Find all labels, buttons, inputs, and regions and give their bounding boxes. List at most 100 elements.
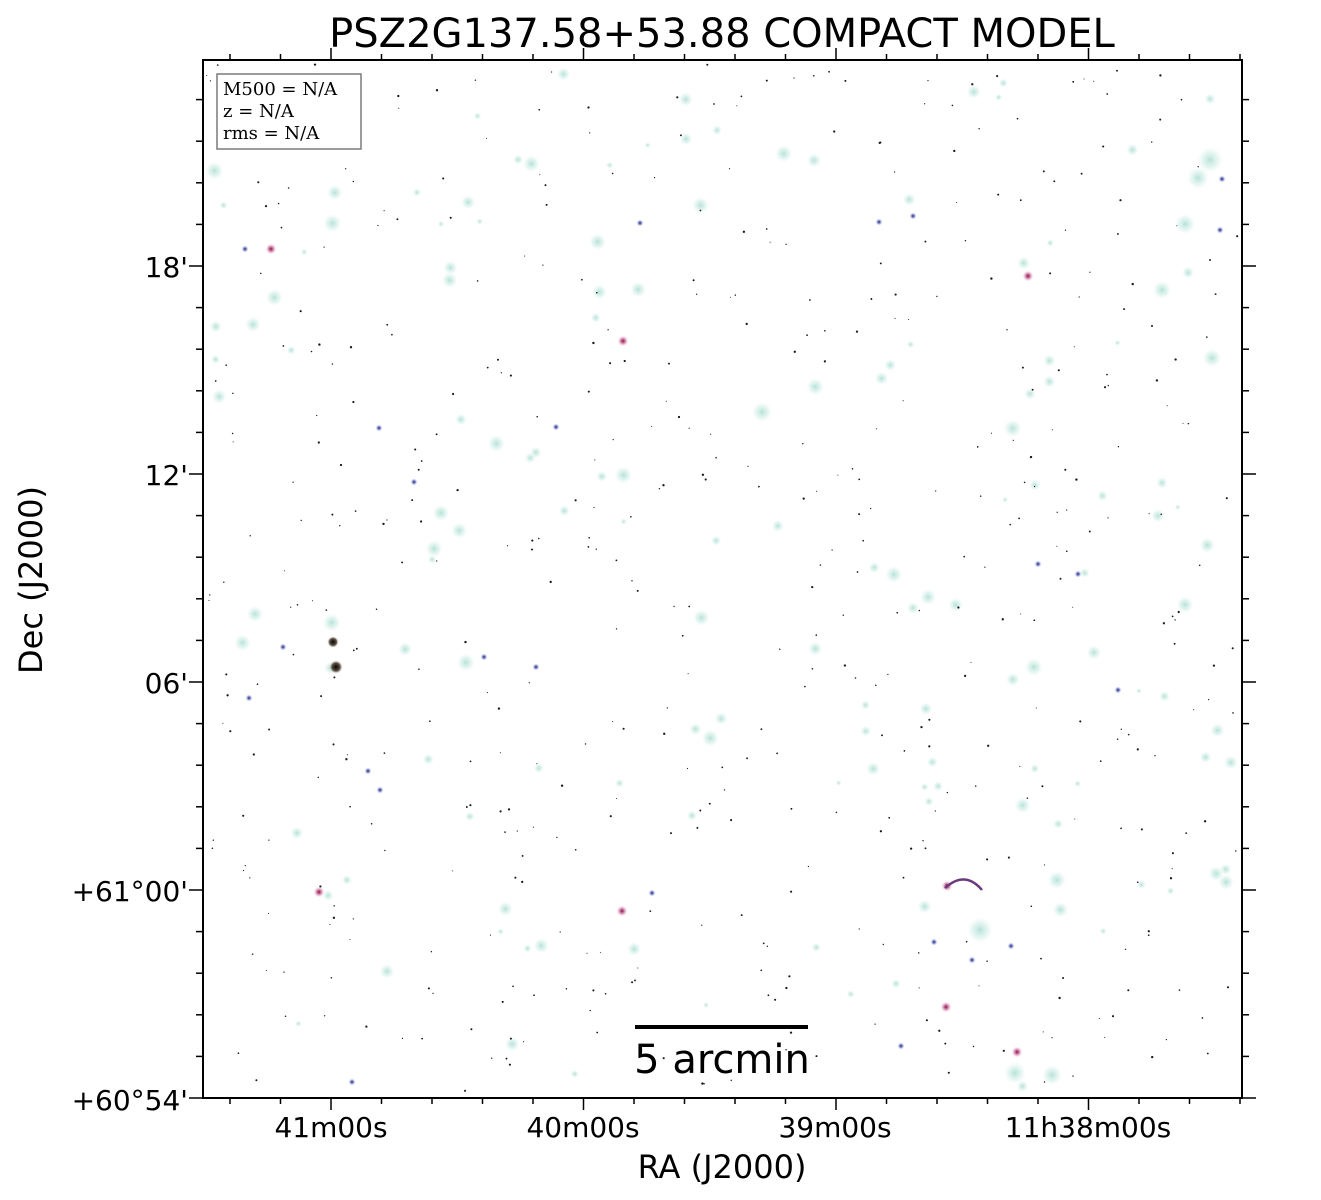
noise-dot	[354, 510, 357, 512]
noise-dot	[1225, 497, 1228, 500]
noise-dot	[427, 987, 430, 990]
noise-dot	[599, 951, 601, 953]
noise-dot	[501, 1000, 504, 1003]
noise-dot	[1197, 166, 1199, 168]
noise-dot	[523, 1041, 525, 1043]
noise-dot	[1043, 864, 1046, 866]
noise-dot	[1206, 1052, 1209, 1055]
info-redshift: z = N/A	[223, 101, 295, 122]
x-tick-label: 39m00s	[778, 1111, 891, 1144]
noise-dot	[352, 918, 354, 920]
noise-dot	[1154, 755, 1156, 757]
noise-dot	[1198, 564, 1201, 567]
noise-dot	[514, 876, 517, 879]
faint-source	[1136, 879, 1147, 890]
noise-dot	[386, 323, 389, 326]
faint-source	[1028, 479, 1041, 492]
noise-dot	[232, 392, 234, 395]
noise-dot	[855, 330, 859, 333]
faint-source	[1135, 687, 1142, 694]
noise-dot	[874, 1023, 876, 1025]
noise-dot	[255, 1079, 258, 1082]
noise-dot	[734, 294, 737, 296]
noise-dot	[963, 555, 966, 558]
noise-dot	[778, 648, 781, 650]
noise-dot	[612, 438, 614, 441]
noise-dot	[696, 826, 699, 829]
faint-source	[702, 1001, 710, 1009]
noise-dot	[469, 760, 472, 763]
noise-dot	[631, 580, 633, 582]
noise-dot	[465, 806, 468, 808]
noise-dot	[951, 104, 954, 107]
y-tick-label: 06'	[145, 667, 188, 700]
noise-dot	[560, 784, 564, 787]
noise-dot	[268, 839, 270, 841]
noise-dot	[637, 967, 639, 969]
noise-dot	[670, 832, 672, 835]
noise-dot	[212, 839, 215, 841]
noise-dot	[668, 362, 670, 365]
noise-dot	[1185, 832, 1188, 834]
faint-source	[1223, 754, 1239, 771]
noise-dot	[1002, 1049, 1005, 1052]
bright-source	[265, 243, 277, 255]
noise-dot	[936, 295, 938, 298]
noise-dot	[391, 333, 393, 336]
noise-dot	[316, 414, 318, 417]
noise-dot	[704, 478, 707, 481]
noise-dot	[1212, 664, 1216, 667]
noise-dot	[858, 928, 860, 930]
noise-dot	[721, 766, 724, 769]
compact-source	[375, 424, 383, 432]
noise-dot	[524, 255, 526, 257]
noise-dot	[536, 763, 538, 765]
noise-dot	[365, 1025, 368, 1028]
noise-dot	[345, 758, 348, 761]
noise-dot	[574, 848, 577, 851]
noise-dot	[267, 912, 270, 914]
faint-source	[947, 596, 964, 613]
noise-dot	[420, 460, 423, 462]
noise-dot	[594, 459, 596, 461]
faint-source	[1204, 93, 1216, 105]
diffuse-source	[1041, 1064, 1063, 1086]
faint-source	[460, 194, 476, 210]
noise-dot	[666, 707, 668, 709]
noise-dot	[346, 754, 348, 756]
noise-dot	[957, 606, 960, 609]
noise-dot	[1064, 229, 1067, 231]
noise-dot	[592, 341, 595, 345]
noise-dot	[972, 1045, 975, 1048]
info-box: M500 = N/A z = N/A rms = N/A	[216, 73, 362, 150]
noise-dot	[491, 1057, 493, 1059]
faint-source	[883, 358, 897, 372]
faint-source	[1086, 644, 1102, 661]
faint-source	[805, 377, 825, 397]
compact-source	[376, 786, 384, 794]
noise-dot	[854, 677, 857, 679]
noise-dot	[927, 80, 929, 82]
compact-source	[364, 767, 372, 775]
noise-dot	[282, 345, 285, 347]
faint-source	[442, 260, 459, 276]
noise-dot	[793, 350, 796, 353]
noise-dot	[375, 608, 378, 611]
noise-dot	[349, 346, 353, 349]
noise-dot	[699, 809, 702, 812]
noise-dot	[1120, 728, 1123, 730]
noise-dot	[765, 228, 768, 230]
noise-dot	[663, 732, 666, 735]
noise-dot	[1019, 199, 1022, 202]
faint-source	[321, 612, 342, 633]
noise-dot	[631, 981, 634, 984]
faint-source	[464, 811, 475, 822]
noise-dot	[922, 840, 924, 842]
noise-dot	[1056, 511, 1058, 513]
compact-source	[648, 889, 656, 897]
faint-source	[412, 187, 422, 197]
noise-dot	[924, 847, 927, 850]
noise-dot	[917, 952, 920, 954]
faint-source	[884, 565, 904, 584]
noise-dot	[676, 96, 679, 99]
